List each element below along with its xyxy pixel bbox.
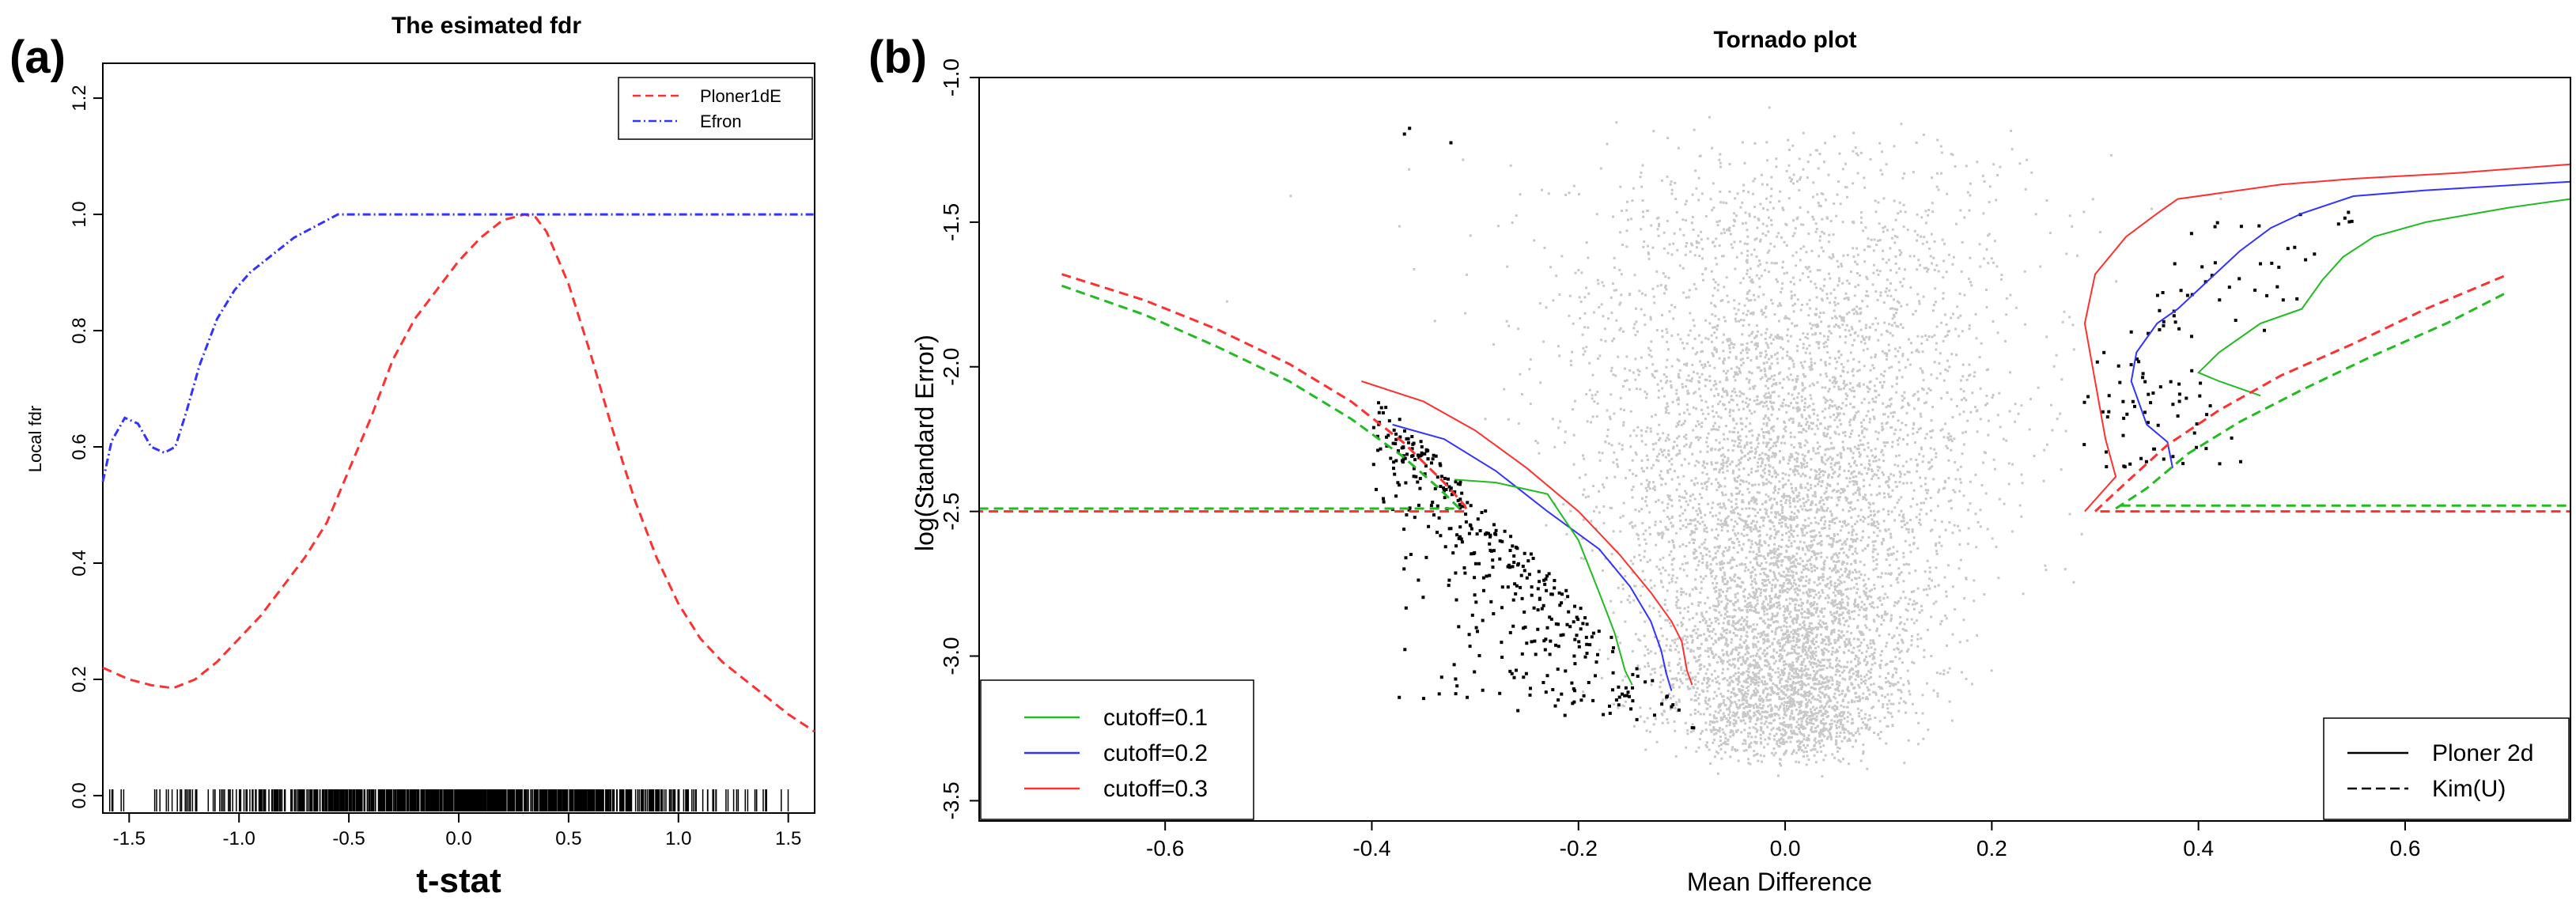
- tornado-ytick-label: -3.0: [939, 637, 963, 675]
- fdr-xtick-label: -0.5: [332, 828, 365, 849]
- tornado-grey-points: [1225, 106, 2222, 777]
- tornado-line-ploner-2d-cutoff-0.2-right: [2130, 180, 2571, 468]
- fdr-legend-label-efron: Efron: [700, 112, 742, 131]
- fdr-plot-frame: [102, 62, 815, 814]
- fdr-legend-box: [618, 77, 813, 140]
- fdr-xlabel: t-stat: [416, 861, 501, 900]
- fdr-xtick-label: -1.0: [223, 828, 255, 849]
- cutoff-legend-box: [980, 679, 1254, 820]
- fdr-ytick-label: 1.0: [69, 201, 90, 227]
- tornado-ytick-label: -3.5: [939, 781, 963, 819]
- tornado-grey-point-cloud: [1225, 106, 2222, 777]
- fdr-legend-label-ploner: Ploner1dE: [700, 86, 781, 106]
- fdr-series-efron: [101, 213, 815, 482]
- tornado-line-kim-u-cutoff-0.3-left: [979, 273, 1469, 513]
- tornado-plot-frame: [978, 77, 2571, 822]
- tornado-xlabel: Mean Difference: [1687, 868, 1872, 896]
- tornado-line-ploner-2d-cutoff-0.1-left: [1454, 478, 1633, 686]
- panel-b-label: (b): [868, 32, 927, 83]
- fdr-ytick-label: 0.0: [69, 782, 90, 808]
- fdr-xtick-label: -1.5: [113, 828, 146, 849]
- tornado-xtick-label: -0.4: [1352, 836, 1390, 861]
- tornado-ytick-label: -1.0: [939, 59, 963, 96]
- method-legend-box: [2323, 717, 2570, 820]
- fdr-ytick-label: 1.2: [69, 85, 90, 111]
- tornado-line-kim-u-cutoff-0.3-right: [2094, 273, 2510, 513]
- tornado-line-ploner-2d-cutoff-0.3-left: [1361, 380, 1693, 686]
- fdr-ytick-label: 0.2: [69, 666, 90, 692]
- fdr-xtick-label: 0.5: [555, 828, 581, 849]
- fdr-xtick-label: 1.5: [775, 828, 801, 849]
- tornado-black-points: [1371, 127, 2354, 730]
- tornado-chart: Tornado plot -0.6 -0.4 -0.2 0.0 0.2 0.4 0.6 -1.…: [910, 27, 2571, 896]
- tornado-line-kim-u-cutoff-0.1-left: [979, 284, 1463, 510]
- tornado-black-point-set: [1371, 127, 2354, 730]
- cutoff-legend-label-0.1: cutoff=0.1: [1103, 705, 1208, 731]
- method-legend-label-ploner: Ploner 2d: [2432, 740, 2533, 766]
- tornado-line-ploner-2d-cutoff-0.2-left: [1392, 423, 1673, 691]
- tornado-xtick-label: 0.4: [2183, 836, 2214, 861]
- tornado-chart-title: Tornado plot: [1713, 27, 1856, 53]
- tornado-xtick-label: -0.6: [1146, 836, 1184, 861]
- tornado-line-ploner-2d-cutoff-0.1-right: [2196, 198, 2571, 397]
- fdr-xtick-label: 1.0: [665, 828, 691, 849]
- fdr-rug-ticks: [108, 789, 789, 811]
- fdr-ytick-label: 0.6: [69, 433, 90, 460]
- tornado-xtick-label: 0.0: [1770, 836, 1801, 861]
- tornado-xtick-label: 0.6: [2389, 836, 2420, 861]
- tornado-line-kim-u-cutoff-0.1-right: [2115, 290, 2510, 510]
- tornado-ylabel: log(Standard Error): [910, 335, 939, 551]
- fdr-ylabel: Local fdr: [25, 406, 45, 472]
- panel-a-label: (a): [9, 32, 66, 83]
- tornado-line-ploner-2d-cutoff-0.3-right: [2083, 163, 2571, 513]
- tornado-ytick-label: -1.5: [939, 203, 963, 241]
- fdr-series-ploner1de: [102, 213, 815, 733]
- cutoff-legend-label-0.3: cutoff=0.3: [1103, 776, 1208, 802]
- fdr-chart-title: The esimated fdr: [392, 13, 581, 39]
- fdr-xtick-label: 0.0: [445, 828, 471, 849]
- fdr-ytick-label: 0.4: [69, 550, 90, 576]
- tornado-ytick-label: -2.5: [939, 493, 963, 531]
- fdr-ytick-label: 0.8: [69, 317, 90, 343]
- cutoff-legend-label-0.2: cutoff=0.2: [1103, 740, 1208, 766]
- fdr-legend: Ploner1dE Efron: [618, 77, 813, 140]
- tornado-xtick-label: 0.2: [1976, 836, 2007, 861]
- method-legend: Ploner 2d Kim(U): [2323, 717, 2570, 820]
- cutoff-legend: cutoff=0.1 cutoff=0.2 cutoff=0.3: [980, 679, 1254, 820]
- method-legend-label-kim: Kim(U): [2432, 776, 2506, 802]
- tornado-ytick-label: -2.0: [939, 348, 963, 386]
- fdr-rug: [108, 789, 789, 811]
- tornado-xtick-label: -0.2: [1560, 836, 1598, 861]
- fdr-chart: The esimated fdr -1.5 -1.0 -0.5 0.0 0.5 1.0 1.…: [25, 13, 815, 900]
